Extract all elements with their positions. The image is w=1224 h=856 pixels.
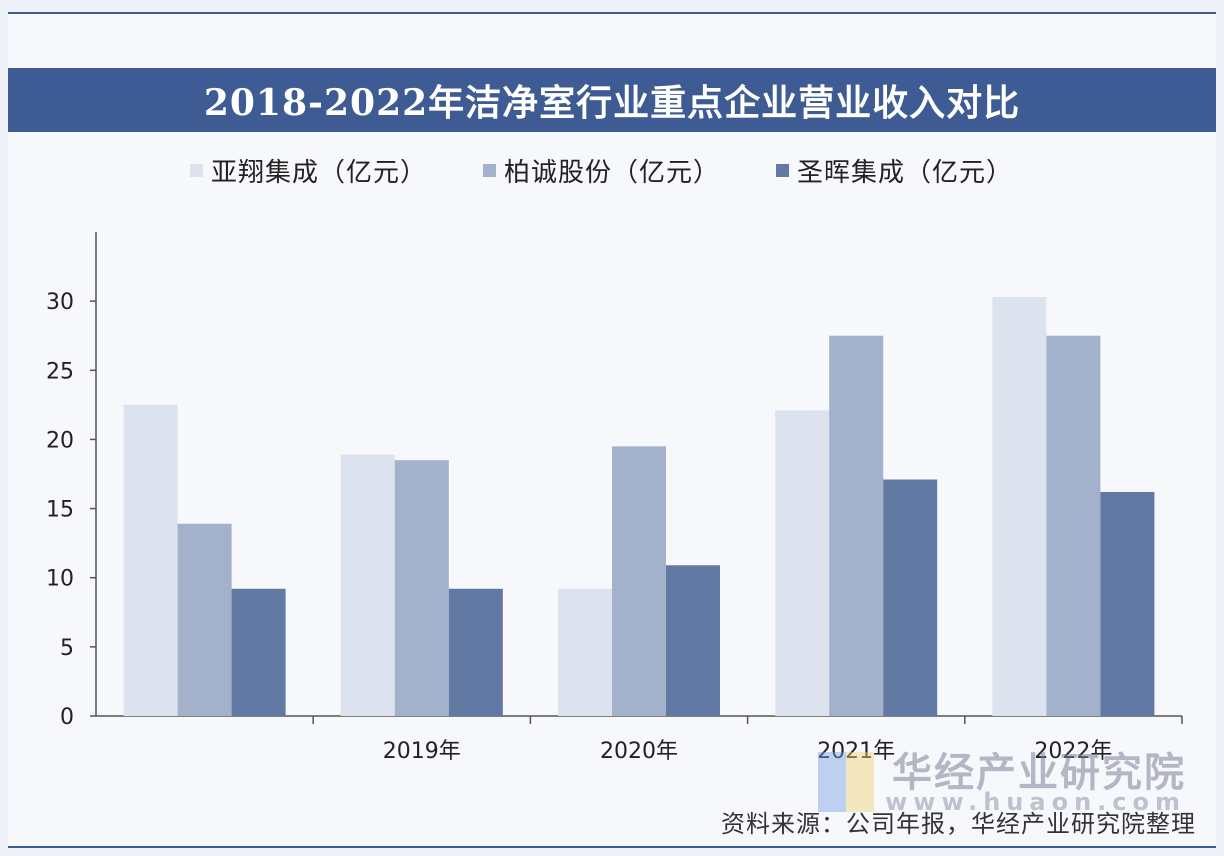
bar-series-1-cat-5 [992, 296, 1047, 716]
watermark-url: www.huaon.com [885, 788, 1186, 816]
chart-labels: 0 5 10 15 20 25 30 2019年 2020年 2021年 2022年 [46, 290, 1112, 764]
legend-item-series-2: 柏诚股份（亿元） [483, 152, 720, 189]
chart-legend: 亚翔集成（亿元） 柏诚股份（亿元） 圣晖集成（亿元） [190, 150, 1013, 190]
chart-title: 2018-2022年洁净室行业重点企业营业收入对比 [203, 82, 1021, 124]
y-tick-label: 10 [46, 567, 74, 592]
source-note: 资料来源：公司年报，华经产业研究院整理 [721, 810, 1196, 838]
chart-bars [123, 296, 1155, 716]
legend-label-series-1: 亚翔集成（亿元） [211, 157, 428, 188]
bar-series-2-cat-4 [829, 335, 884, 716]
watermark-logo-icon [818, 752, 874, 812]
y-tick-label: 30 [46, 290, 74, 315]
bar-series-1-cat-1 [123, 404, 178, 716]
bar-series-3-cat-2 [448, 588, 503, 716]
legend-item-series-3: 圣晖集成（亿元） [776, 152, 1013, 189]
bar-series-3-cat-4 [883, 479, 938, 716]
legend-label-series-2: 柏诚股份（亿元） [504, 157, 721, 188]
legend-label-series-3: 圣晖集成（亿元） [797, 157, 1014, 188]
x-tick-label: 2021年 [817, 739, 895, 764]
bar-series-2-cat-2 [394, 460, 449, 716]
bar-series-3-cat-1 [231, 588, 286, 716]
legend-swatch-series-2 [483, 163, 497, 177]
x-tick-label: 2022年 [1034, 739, 1112, 764]
bar-series-2-cat-5 [1046, 335, 1101, 716]
chart-title-bar: 2018-2022年洁净室行业重点企业营业收入对比 [8, 68, 1216, 132]
watermark-brand: 华经产业研究院 [892, 750, 1186, 796]
x-tick-label: 2019年 [383, 739, 461, 764]
bar-series-3-cat-3 [666, 565, 720, 716]
y-tick-label: 5 [60, 636, 74, 661]
y-tick-label: 25 [46, 359, 74, 384]
bar-series-1-cat-2 [340, 454, 395, 716]
bar-series-1-cat-3 [558, 588, 612, 716]
bar-series-3-cat-5 [1100, 491, 1155, 716]
y-tick-label: 15 [46, 498, 74, 523]
legend-item-series-1: 亚翔集成（亿元） [190, 152, 427, 189]
y-tick-label: 0 [60, 705, 74, 730]
bar-series-2-cat-3 [612, 446, 666, 716]
bar-series-1-cat-4 [775, 410, 830, 716]
x-tick-label: 2020年 [600, 739, 678, 764]
legend-swatch-series-1 [190, 163, 203, 177]
y-tick-label: 20 [46, 428, 74, 453]
legend-swatch-series-3 [776, 163, 790, 177]
bar-series-2-cat-1 [177, 523, 232, 716]
